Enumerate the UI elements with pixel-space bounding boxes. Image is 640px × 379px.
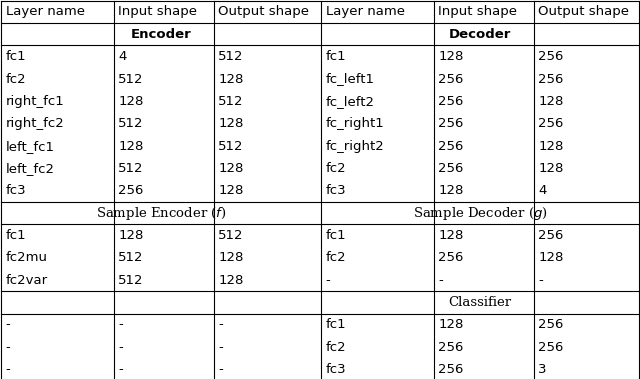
Text: 128: 128 [538, 251, 564, 265]
Text: fc_left2: fc_left2 [326, 95, 375, 108]
Text: 512: 512 [218, 50, 244, 63]
Text: 128: 128 [218, 117, 244, 130]
Text: fc_right2: fc_right2 [326, 139, 385, 153]
Text: 128: 128 [538, 162, 564, 175]
Text: Input shape: Input shape [118, 5, 197, 19]
Text: fc1: fc1 [6, 229, 26, 242]
Text: fc2var: fc2var [6, 274, 48, 287]
Text: 128: 128 [538, 95, 564, 108]
Text: fc2mu: fc2mu [6, 251, 48, 265]
Text: 256: 256 [438, 139, 464, 153]
Text: 512: 512 [118, 162, 144, 175]
Text: 128: 128 [438, 229, 464, 242]
Text: 4: 4 [538, 184, 547, 197]
Text: 256: 256 [438, 117, 464, 130]
Text: -: - [218, 341, 223, 354]
Text: -: - [118, 341, 123, 354]
Text: -: - [6, 341, 10, 354]
Text: 256: 256 [538, 341, 564, 354]
Text: -: - [6, 318, 10, 332]
Text: fc3: fc3 [326, 363, 346, 376]
Text: 128: 128 [118, 139, 144, 153]
Text: -: - [438, 274, 443, 287]
Text: right_fc2: right_fc2 [6, 117, 65, 130]
Text: 256: 256 [438, 95, 464, 108]
Text: left_fc2: left_fc2 [6, 162, 55, 175]
Text: -: - [118, 318, 123, 332]
Text: 4: 4 [118, 50, 127, 63]
Text: 256: 256 [438, 162, 464, 175]
Text: Layer name: Layer name [326, 5, 404, 19]
Text: 128: 128 [438, 184, 464, 197]
Text: 256: 256 [438, 363, 464, 376]
Text: Sample Encoder ($f$): Sample Encoder ($f$) [96, 205, 227, 222]
Text: fc3: fc3 [326, 184, 346, 197]
Text: -: - [218, 363, 223, 376]
Text: 128: 128 [438, 318, 464, 332]
Text: 256: 256 [538, 72, 564, 86]
Text: 256: 256 [438, 72, 464, 86]
Text: Sample Decoder ($g$): Sample Decoder ($g$) [413, 205, 547, 222]
Text: fc2: fc2 [6, 72, 26, 86]
Text: 128: 128 [218, 274, 244, 287]
Text: Output shape: Output shape [538, 5, 629, 19]
Text: 128: 128 [118, 229, 144, 242]
Text: 512: 512 [218, 229, 244, 242]
Text: 512: 512 [118, 274, 144, 287]
Text: 128: 128 [218, 251, 244, 265]
Text: 128: 128 [538, 139, 564, 153]
Text: 256: 256 [438, 341, 464, 354]
Text: 128: 128 [118, 95, 144, 108]
Text: 128: 128 [438, 50, 464, 63]
Text: 128: 128 [218, 184, 244, 197]
Text: Decoder: Decoder [449, 28, 511, 41]
Text: 256: 256 [538, 117, 564, 130]
Text: fc_right1: fc_right1 [326, 117, 385, 130]
Text: -: - [218, 318, 223, 332]
Text: fc1: fc1 [326, 318, 346, 332]
Text: Output shape: Output shape [218, 5, 309, 19]
Text: Encoder: Encoder [131, 28, 191, 41]
Text: 512: 512 [118, 251, 144, 265]
Text: fc2: fc2 [326, 251, 346, 265]
Text: -: - [6, 363, 10, 376]
Text: -: - [118, 363, 123, 376]
Text: fc2: fc2 [326, 341, 346, 354]
Text: 128: 128 [218, 72, 244, 86]
Text: fc1: fc1 [326, 50, 346, 63]
Text: 256: 256 [118, 184, 144, 197]
Text: 3: 3 [538, 363, 547, 376]
Text: Input shape: Input shape [438, 5, 517, 19]
Text: Layer name: Layer name [6, 5, 84, 19]
Text: 256: 256 [438, 251, 464, 265]
Text: 256: 256 [538, 318, 564, 332]
Text: -: - [326, 274, 330, 287]
Text: fc2: fc2 [326, 162, 346, 175]
Text: 256: 256 [538, 229, 564, 242]
Text: Classifier: Classifier [449, 296, 511, 309]
Text: fc1: fc1 [6, 50, 26, 63]
Text: left_fc1: left_fc1 [6, 139, 55, 153]
Text: fc3: fc3 [6, 184, 26, 197]
Text: 512: 512 [218, 139, 244, 153]
Text: 128: 128 [218, 162, 244, 175]
Text: right_fc1: right_fc1 [6, 95, 65, 108]
Text: 256: 256 [538, 50, 564, 63]
Text: 512: 512 [218, 95, 244, 108]
Text: fc1: fc1 [326, 229, 346, 242]
Text: 512: 512 [118, 72, 144, 86]
Text: fc_left1: fc_left1 [326, 72, 375, 86]
Text: 512: 512 [118, 117, 144, 130]
Text: -: - [538, 274, 543, 287]
